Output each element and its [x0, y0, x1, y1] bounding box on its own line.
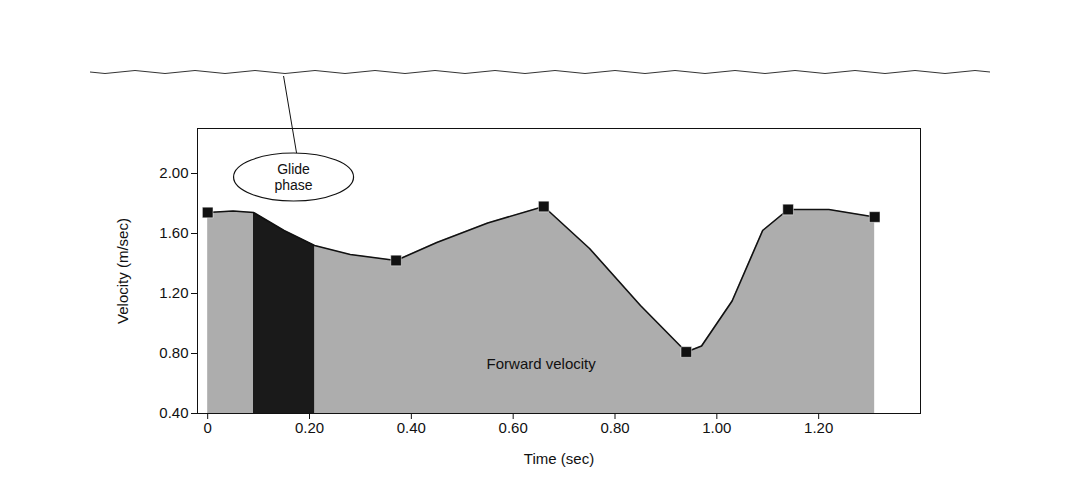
svg-text:0: 0: [204, 419, 212, 436]
svg-text:0.80: 0.80: [159, 344, 188, 361]
svg-text:0.40: 0.40: [159, 404, 188, 421]
svg-text:0.60: 0.60: [499, 419, 528, 436]
svg-text:Forward velocity: Forward velocity: [487, 355, 597, 372]
svg-text:0.20: 0.20: [295, 419, 324, 436]
svg-text:1.00: 1.00: [702, 419, 731, 436]
svg-text:Velocity (m/sec): Velocity (m/sec): [114, 218, 131, 324]
svg-text:0.80: 0.80: [600, 419, 629, 436]
svg-text:1.60: 1.60: [159, 224, 188, 241]
svg-text:2.00: 2.00: [159, 164, 188, 181]
svg-text:Time (sec): Time (sec): [524, 450, 594, 467]
svg-text:1.20: 1.20: [159, 284, 188, 301]
svg-text:1.20: 1.20: [804, 419, 833, 436]
svg-text:Glidephase: Glidephase: [274, 161, 312, 193]
svg-text:0.40: 0.40: [397, 419, 426, 436]
